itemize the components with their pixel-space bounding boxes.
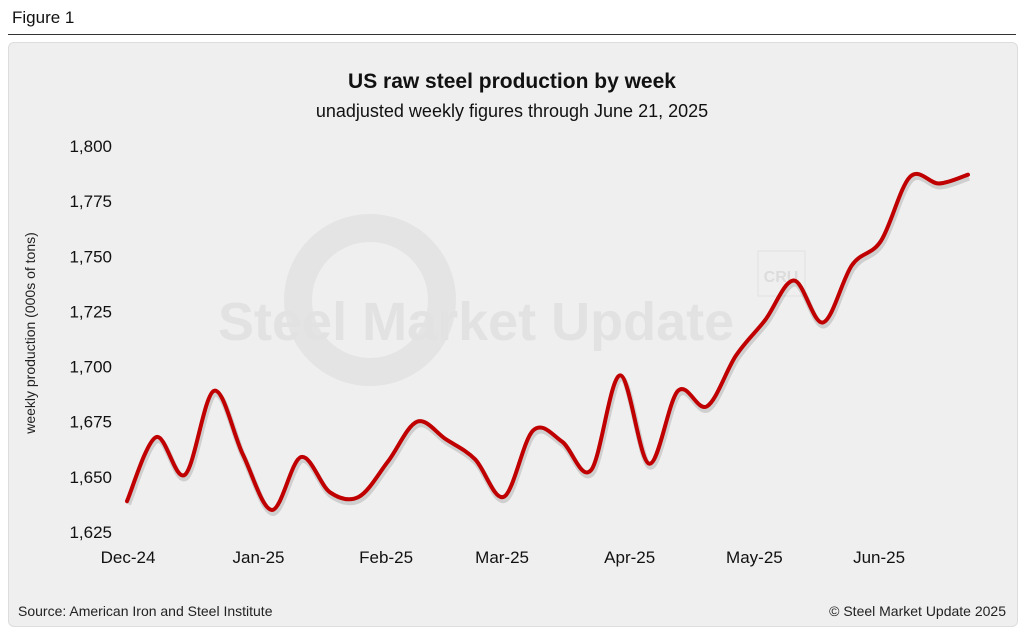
series-line [125, 171, 970, 512]
chart-panel [8, 42, 1018, 627]
y-tick-label: 1,800 [69, 137, 112, 156]
y-tick-label: 1,650 [69, 468, 112, 487]
copyright-note: © Steel Market Update 2025 [829, 603, 1006, 619]
y-tick-label: 1,750 [69, 247, 112, 266]
watermark: Steel Market Update CRU [218, 214, 806, 386]
x-tick-label: Apr-25 [604, 548, 655, 567]
x-tick-label: Feb-25 [359, 548, 413, 567]
figure-label: Figure 1 [12, 8, 75, 27]
watermark-text: Steel Market Update [218, 292, 734, 352]
chart-subtitle: unadjusted weekly figures through June 2… [316, 101, 708, 121]
chart-title: US raw steel production by week [348, 70, 676, 93]
y-tick-label: 1,775 [69, 192, 112, 211]
watermark-logo-icon [284, 214, 456, 386]
x-tick-label: Jun-25 [853, 548, 905, 567]
x-tick-label: Jan-25 [233, 548, 285, 567]
source-note: Source: American Iron and Steel Institut… [18, 603, 273, 619]
x-tick-label: Mar-25 [475, 548, 529, 567]
y-tick-label: 1,625 [69, 523, 112, 542]
x-tick-label: May-25 [726, 548, 783, 567]
y-axis-label: weekly production (000s of tons) [22, 232, 38, 435]
y-tick-label: 1,725 [69, 302, 112, 321]
y-tick-label: 1,700 [69, 358, 112, 377]
x-tick-label: Dec-24 [101, 548, 156, 567]
divider [8, 34, 1016, 35]
y-tick-label: 1,675 [69, 413, 112, 432]
